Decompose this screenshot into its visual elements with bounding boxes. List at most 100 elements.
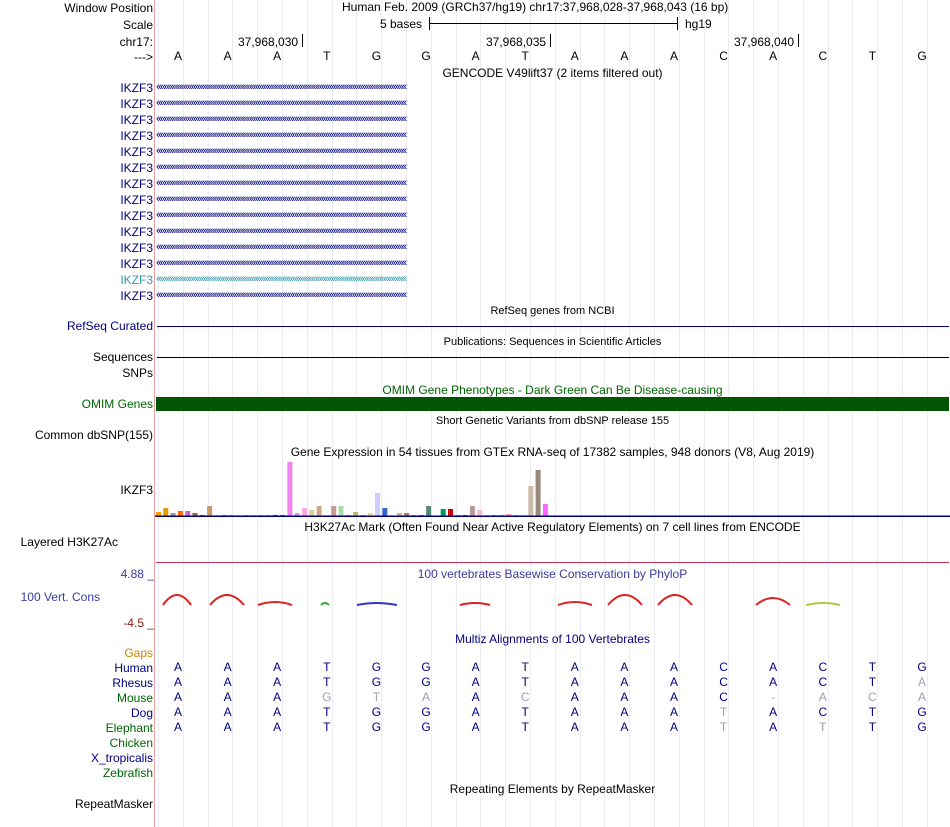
gencode-gene-label[interactable]: IKZF3: [120, 241, 153, 255]
gencode-transcript[interactable]: ‹‹‹‹‹‹‹‹‹‹‹‹‹‹‹‹‹‹‹‹‹‹‹‹‹‹‹‹‹‹‹‹‹‹‹‹‹‹‹‹…: [156, 177, 407, 189]
gencode-gene-label[interactable]: IKZF3: [120, 193, 153, 207]
conservation-peak[interactable]: [557, 601, 593, 606]
gtex-bar[interactable]: [367, 513, 373, 516]
gtex-title[interactable]: Gene Expression in 54 tissues from GTEx …: [290, 445, 815, 459]
gencode-gene-label[interactable]: IKZF3: [120, 225, 153, 239]
gencode-transcript[interactable]: ‹‹‹‹‹‹‹‹‹‹‹‹‹‹‹‹‹‹‹‹‹‹‹‹‹‹‹‹‹‹‹‹‹‹‹‹‹‹‹‹…: [156, 81, 407, 93]
h3k27ac-title[interactable]: H3K27Ac Mark (Often Found Near Active Re…: [304, 520, 801, 534]
gtex-bar[interactable]: [338, 506, 344, 516]
gtex-bar[interactable]: [404, 513, 410, 516]
gtex-bar[interactable]: [469, 506, 475, 516]
gencode-gene-label[interactable]: IKZF3: [120, 129, 153, 143]
gtex-bar[interactable]: [309, 510, 315, 516]
gtex-bar[interactable]: [163, 508, 169, 516]
gtex-bar[interactable]: [506, 514, 512, 516]
gtex-bar[interactable]: [170, 513, 176, 516]
gencode-gene-label[interactable]: IKZF3: [120, 81, 153, 95]
conservation-peak[interactable]: [162, 594, 192, 606]
refseq-title[interactable]: RefSeq genes from NCBI: [490, 305, 615, 317]
gtex-label[interactable]: IKZF3: [120, 483, 153, 497]
multiz-species-label[interactable]: Chicken: [109, 736, 153, 750]
conservation-peak[interactable]: [257, 601, 293, 606]
conservation-peak[interactable]: [356, 602, 398, 606]
repeatmasker-title[interactable]: Repeating Elements by RepeatMasker: [449, 782, 656, 796]
publications-title[interactable]: Publications: Sequences in Scientific Ar…: [443, 336, 662, 348]
conservation-chart[interactable]: [155, 590, 950, 610]
gtex-bar[interactable]: [287, 462, 293, 516]
gencode-transcript[interactable]: ‹‹‹‹‹‹‹‹‹‹‹‹‹‹‹‹‹‹‹‹‹‹‹‹‹‹‹‹‹‹‹‹‹‹‹‹‹‹‹‹…: [156, 129, 407, 141]
publications-label[interactable]: Sequences: [92, 350, 153, 364]
multiz-species-label[interactable]: Zebrafish: [102, 766, 153, 780]
gtex-bar[interactable]: [316, 506, 322, 516]
gtex-bar[interactable]: [440, 509, 446, 516]
gtex-bar[interactable]: [535, 470, 541, 516]
conservation-peak[interactable]: [459, 602, 491, 606]
gtex-bar[interactable]: [528, 486, 534, 516]
gaps-label[interactable]: Gaps: [124, 646, 153, 660]
gencode-transcript[interactable]: ‹‹‹‹‹‹‹‹‹‹‹‹‹‹‹‹‹‹‹‹‹‹‹‹‹‹‹‹‹‹‹‹‹‹‹‹‹‹‹‹…: [156, 193, 407, 205]
gencode-transcript[interactable]: ‹‹‹‹‹‹‹‹‹‹‹‹‹‹‹‹‹‹‹‹‹‹‹‹‹‹‹‹‹‹‹‹‹‹‹‹‹‹‹‹…: [156, 209, 407, 221]
refseq-label[interactable]: RefSeq Curated: [66, 319, 153, 333]
multiz-species-label[interactable]: Rhesus: [112, 676, 153, 690]
multiz-species-label[interactable]: X_tropicalis: [90, 751, 153, 765]
gtex-bar[interactable]: [375, 493, 380, 516]
gencode-transcript[interactable]: ‹‹‹‹‹‹‹‹‹‹‹‹‹‹‹‹‹‹‹‹‹‹‹‹‹‹‹‹‹‹‹‹‹‹‹‹‹‹‹‹…: [156, 145, 407, 157]
gencode-transcript[interactable]: ‹‹‹‹‹‹‹‹‹‹‹‹‹‹‹‹‹‹‹‹‹‹‹‹‹‹‹‹‹‹‹‹‹‹‹‹‹‹‹‹…: [156, 161, 407, 173]
gtex-bar[interactable]: [302, 508, 307, 516]
conservation-peak[interactable]: [755, 597, 791, 606]
gtex-bar[interactable]: [207, 506, 213, 516]
gtex-bar[interactable]: [542, 504, 548, 516]
multiz-title[interactable]: Multiz Alignments of 100 Vertebrates: [455, 632, 650, 646]
assembly-position[interactable]: Human Feb. 2009 (GRCh37/hg19) chr17:37,9…: [342, 0, 729, 14]
gtex-bar[interactable]: [185, 511, 191, 516]
multiz-species-label[interactable]: Dog: [130, 706, 153, 720]
gencode-transcript[interactable]: ‹‹‹‹‹‹‹‹‹‹‹‹‹‹‹‹‹‹‹‹‹‹‹‹‹‹‹‹‹‹‹‹‹‹‹‹‹‹‹‹…: [156, 273, 407, 285]
gtex-bar[interactable]: [177, 511, 183, 516]
multiz-species-label[interactable]: Mouse: [116, 691, 153, 705]
conservation-peak[interactable]: [320, 602, 330, 606]
gencode-transcript[interactable]: ‹‹‹‹‹‹‹‹‹‹‹‹‹‹‹‹‹‹‹‹‹‹‹‹‹‹‹‹‹‹‹‹‹‹‹‹‹‹‹‹…: [156, 241, 407, 253]
omim-title[interactable]: OMIM Gene Phenotypes - Dark Green Can Be…: [382, 383, 723, 397]
gtex-bar[interactable]: [192, 513, 198, 516]
conservation-title[interactable]: 100 vertebrates Basewise Conservation by…: [417, 567, 688, 581]
gtex-bar[interactable]: [156, 512, 161, 516]
snps-label[interactable]: SNPs: [122, 366, 153, 380]
dbsnp-title[interactable]: Short Genetic Variants from dbSNP releas…: [435, 415, 670, 427]
conservation-peak[interactable]: [657, 594, 693, 606]
omim-label[interactable]: OMIM Genes: [81, 397, 153, 411]
gtex-bar[interactable]: [448, 509, 453, 516]
repeatmasker-label[interactable]: RepeatMasker: [74, 797, 153, 811]
gencode-gene-label[interactable]: IKZF3: [120, 273, 153, 287]
conservation-peak[interactable]: [805, 602, 841, 606]
gencode-gene-label[interactable]: IKZF3: [120, 209, 153, 223]
gencode-title[interactable]: GENCODE V49lift37 (2 items filtered out): [442, 66, 663, 80]
gtex-bar[interactable]: [294, 513, 300, 516]
gtex-bar[interactable]: [426, 506, 432, 516]
conservation-peak[interactable]: [209, 594, 245, 606]
gencode-gene-label[interactable]: IKZF3: [120, 145, 153, 159]
gencode-transcript[interactable]: ‹‹‹‹‹‹‹‹‹‹‹‹‹‹‹‹‹‹‹‹‹‹‹‹‹‹‹‹‹‹‹‹‹‹‹‹‹‹‹‹…: [156, 225, 407, 237]
gtex-chart[interactable]: [155, 458, 950, 518]
omim-feature[interactable]: [156, 397, 949, 411]
gtex-bar[interactable]: [477, 510, 483, 516]
gencode-gene-label[interactable]: IKZF3: [120, 113, 153, 127]
h3k27ac-label[interactable]: Layered H3K27Ac: [20, 535, 118, 549]
gencode-transcript[interactable]: ‹‹‹‹‹‹‹‹‹‹‹‹‹‹‹‹‹‹‹‹‹‹‹‹‹‹‹‹‹‹‹‹‹‹‹‹‹‹‹‹…: [156, 113, 407, 125]
gencode-gene-label[interactable]: IKZF3: [120, 257, 153, 271]
dbsnp-label[interactable]: Common dbSNP(155): [34, 428, 153, 442]
gtex-bar[interactable]: [331, 506, 337, 516]
gencode-transcript[interactable]: ‹‹‹‹‹‹‹‹‹‹‹‹‹‹‹‹‹‹‹‹‹‹‹‹‹‹‹‹‹‹‹‹‹‹‹‹‹‹‹‹…: [156, 97, 407, 109]
gencode-transcript[interactable]: ‹‹‹‹‹‹‹‹‹‹‹‹‹‹‹‹‹‹‹‹‹‹‹‹‹‹‹‹‹‹‹‹‹‹‹‹‹‹‹‹…: [156, 257, 407, 269]
gtex-bar[interactable]: [353, 512, 359, 516]
gencode-transcript[interactable]: ‹‹‹‹‹‹‹‹‹‹‹‹‹‹‹‹‹‹‹‹‹‹‹‹‹‹‹‹‹‹‹‹‹‹‹‹‹‹‹‹…: [156, 289, 407, 301]
gtex-bar[interactable]: [382, 508, 388, 516]
multiz-species-label[interactable]: Elephant: [105, 721, 153, 735]
multiz-species-label[interactable]: Human: [114, 661, 153, 675]
gencode-gene-label[interactable]: IKZF3: [120, 177, 153, 191]
gencode-gene-label[interactable]: IKZF3: [120, 161, 153, 175]
conservation-label[interactable]: 100 Vert. Cons: [20, 590, 100, 604]
gencode-gene-label[interactable]: IKZF3: [120, 97, 153, 111]
conservation-peak[interactable]: [607, 594, 643, 606]
gtex-bar[interactable]: [396, 513, 402, 516]
gencode-gene-label[interactable]: IKZF3: [120, 289, 153, 303]
